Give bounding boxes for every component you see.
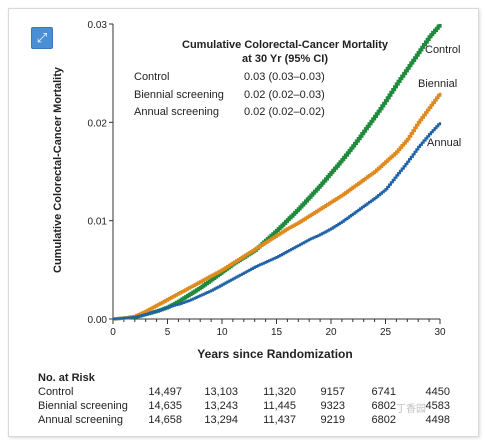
at-risk-cell: 14,497 (148, 386, 182, 398)
at-risk-label-annual: Annual screening (38, 414, 124, 426)
at-risk-cell: 11,437 (263, 414, 296, 426)
at-risk-cell: 13,294 (204, 414, 238, 426)
at-risk-cell: 6741 (371, 386, 396, 398)
at-risk-cell: 11,445 (263, 400, 296, 412)
x-tick-label: 10 (216, 327, 228, 338)
series-label-biennial: Biennial (418, 78, 458, 90)
chart-subtitle: at 30 Yr (95% CI) (241, 53, 329, 65)
series-label-annual: Annual (427, 137, 462, 149)
y-tick-label: 0.00 (88, 315, 108, 326)
x-tick-label: 0 (110, 327, 116, 338)
annotation-value-control: 0.03 (0.03–0.03) (244, 71, 325, 83)
at-risk-cell: 9157 (320, 386, 345, 398)
x-tick-label: 5 (165, 327, 171, 338)
at-risk-label-control: Control (38, 386, 74, 398)
watermark: 丁香园 (396, 404, 426, 415)
y-tick-label: 0.01 (88, 217, 108, 228)
at-risk-cell: 4498 (425, 414, 450, 426)
at-risk-cell: 9219 (320, 414, 345, 426)
chart-title: Cumulative Colorectal-Cancer Mortality (182, 39, 388, 51)
annotation-label-biennial: Biennial screening (134, 89, 224, 101)
at-risk-cell: 9323 (320, 400, 345, 412)
x-tick-label: 25 (380, 327, 392, 338)
at-risk-title: No. at Risk (38, 372, 95, 384)
at-risk-label-biennial: Biennial screening (38, 400, 128, 412)
y-axis-label: Cumulative Colorectal-Cancer Mortality (52, 67, 64, 273)
y-tick-label: 0.02 (88, 118, 108, 129)
x-tick-label: 30 (434, 327, 446, 338)
annotation-label-control: Control (134, 71, 170, 83)
annotation-label-annual: Annual screening (134, 106, 220, 118)
series-label-control: Control (425, 44, 461, 56)
at-risk-cell: 14,658 (148, 414, 182, 426)
at-risk-cell: 4450 (425, 386, 450, 398)
series-line-annual (113, 122, 442, 321)
x-tick-label: 20 (325, 327, 337, 338)
x-axis-label: Years since Randomization (197, 347, 353, 361)
at-risk-cell: 4583 (425, 400, 450, 412)
at-risk-cell: 11,320 (263, 386, 296, 398)
expand-arrow-icon[interactable]: ⤢ (31, 27, 53, 49)
at-risk-cell: 6802 (371, 414, 396, 426)
at-risk-cell: 13,103 (204, 386, 238, 398)
y-tick-label: 0.03 (88, 20, 108, 31)
series-line-biennial (113, 92, 442, 321)
x-tick-label: 15 (271, 327, 283, 338)
at-risk-cell: 14,635 (148, 400, 182, 412)
at-risk-cell: 6802 (371, 400, 396, 412)
annotation-value-biennial: 0.02 (0.02–0.03) (244, 89, 325, 101)
at-risk-cell: 13,243 (204, 400, 238, 412)
annotation-value-annual: 0.02 (0.02–0.02) (244, 106, 325, 118)
series-line-control (113, 24, 442, 321)
